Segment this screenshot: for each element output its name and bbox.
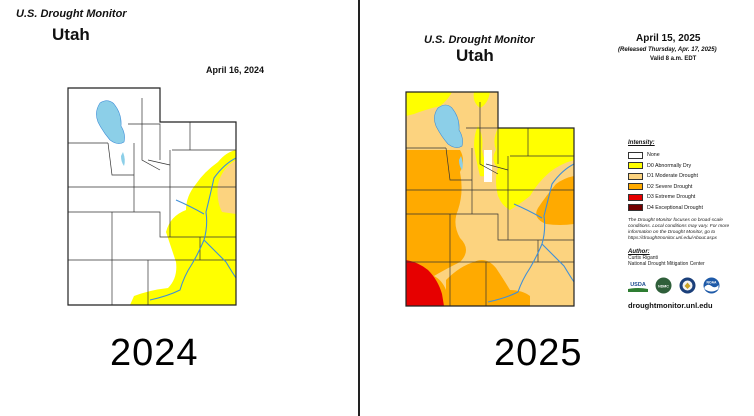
state-border: [405, 91, 575, 307]
author-org: National Drought Mitigation Center: [628, 261, 705, 267]
utah-lake-icon: [121, 152, 125, 166]
legend-item-d4: D4 Exceptional Drought: [628, 203, 748, 214]
ndmc-logo: NDMC: [655, 277, 672, 294]
year-label: 2024: [110, 332, 199, 374]
legend-swatch: [628, 172, 643, 180]
monitor-title: U.S. Drought Monitor: [16, 8, 127, 20]
state-title: Utah: [456, 46, 494, 65]
website-link[interactable]: droughtmonitor.unl.edu: [628, 301, 713, 310]
legend-swatch: [628, 193, 643, 201]
usda-logo-text: USDA: [630, 282, 646, 288]
legend-item-d1: D1 Moderate Drought: [628, 171, 748, 182]
legend-swatch: [628, 151, 643, 159]
map-panel-2024: U.S. Drought Monitor Utah April 16, 2024: [0, 0, 358, 416]
map-panel-2025: U.S. Drought Monitor Utah April 15, 2025…: [360, 0, 754, 416]
d0-abnormally-dry-area: [493, 128, 574, 210]
legend-items: None D0 Abnormally Dry D1 Moderate Droug…: [628, 150, 748, 213]
valid-time: Valid 8 a.m. EDT: [650, 56, 697, 62]
legend-label: None: [647, 152, 660, 159]
d2-severe-drought-area: [536, 176, 574, 225]
legend-swatch: [628, 162, 643, 170]
panel-divider: [358, 0, 360, 416]
d0-abnormally-dry-area: [406, 92, 452, 116]
legend-label: D4 Exceptional Drought: [647, 204, 703, 211]
noaa-logo: NOAA: [703, 277, 720, 294]
d2-severe-drought-area: [446, 260, 530, 306]
legend-item-d3: D3 Extreme Drought: [628, 192, 748, 203]
legend-label: D2 Severe Drought: [647, 183, 693, 190]
utah-drought-map-2025: [405, 91, 575, 307]
usda-logo: USDA: [628, 278, 648, 292]
author-title: Author:: [628, 249, 650, 255]
partner-logos: USDA NDMC NOAA: [628, 277, 748, 294]
legend-swatch: [628, 204, 643, 212]
noaa-logo-text: NOAA: [707, 281, 718, 285]
legend-swatch: [628, 183, 643, 191]
d0-abnormally-dry-area: [473, 92, 490, 108]
legend-item-d2: D2 Severe Drought: [628, 182, 748, 193]
legend-label: D0 Abnormally Dry: [647, 162, 692, 169]
river-lines: [487, 163, 575, 303]
no-drought-area: [484, 150, 492, 182]
utah-lake-icon: [459, 156, 463, 170]
legend-item-none: None: [628, 150, 748, 161]
utah-drought-map-2024: [67, 87, 237, 306]
map-date: April 16, 2024: [206, 65, 265, 75]
doc-logo: [679, 277, 696, 294]
legend-label: D1 Moderate Drought: [647, 173, 698, 180]
ndmc-logo-text: NDMC: [658, 285, 669, 289]
great-salt-lake-icon: [434, 104, 463, 148]
author-name: Curtis Riganti: [628, 255, 659, 261]
d2-severe-drought-area: [406, 150, 466, 276]
map-legend: Intensity: None D0 Abnormally Dry D1 Mod…: [628, 140, 748, 310]
river-lines: [149, 157, 237, 301]
legend-title: Intensity:: [628, 140, 655, 146]
legend-item-d0: D0 Abnormally Dry: [628, 161, 748, 172]
legend-note: The Drought Monitor focuses on broad-sca…: [628, 218, 730, 241]
state-border: [67, 87, 237, 306]
county-borders: [68, 98, 236, 305]
great-salt-lake-icon: [96, 100, 125, 144]
legend-label: D3 Extreme Drought: [647, 194, 696, 201]
d1-moderate-drought-area: [458, 92, 498, 124]
d3-extreme-drought-area: [406, 260, 444, 306]
county-borders: [406, 102, 574, 306]
map-date: April 15, 2025: [636, 33, 701, 44]
year-label: 2025: [494, 332, 583, 374]
release-date: (Released Thursday, Apr. 17, 2025): [618, 47, 717, 53]
monitor-title: U.S. Drought Monitor: [424, 34, 535, 46]
d0-abnormally-dry-area: [130, 150, 236, 305]
state-title: Utah: [52, 25, 90, 44]
